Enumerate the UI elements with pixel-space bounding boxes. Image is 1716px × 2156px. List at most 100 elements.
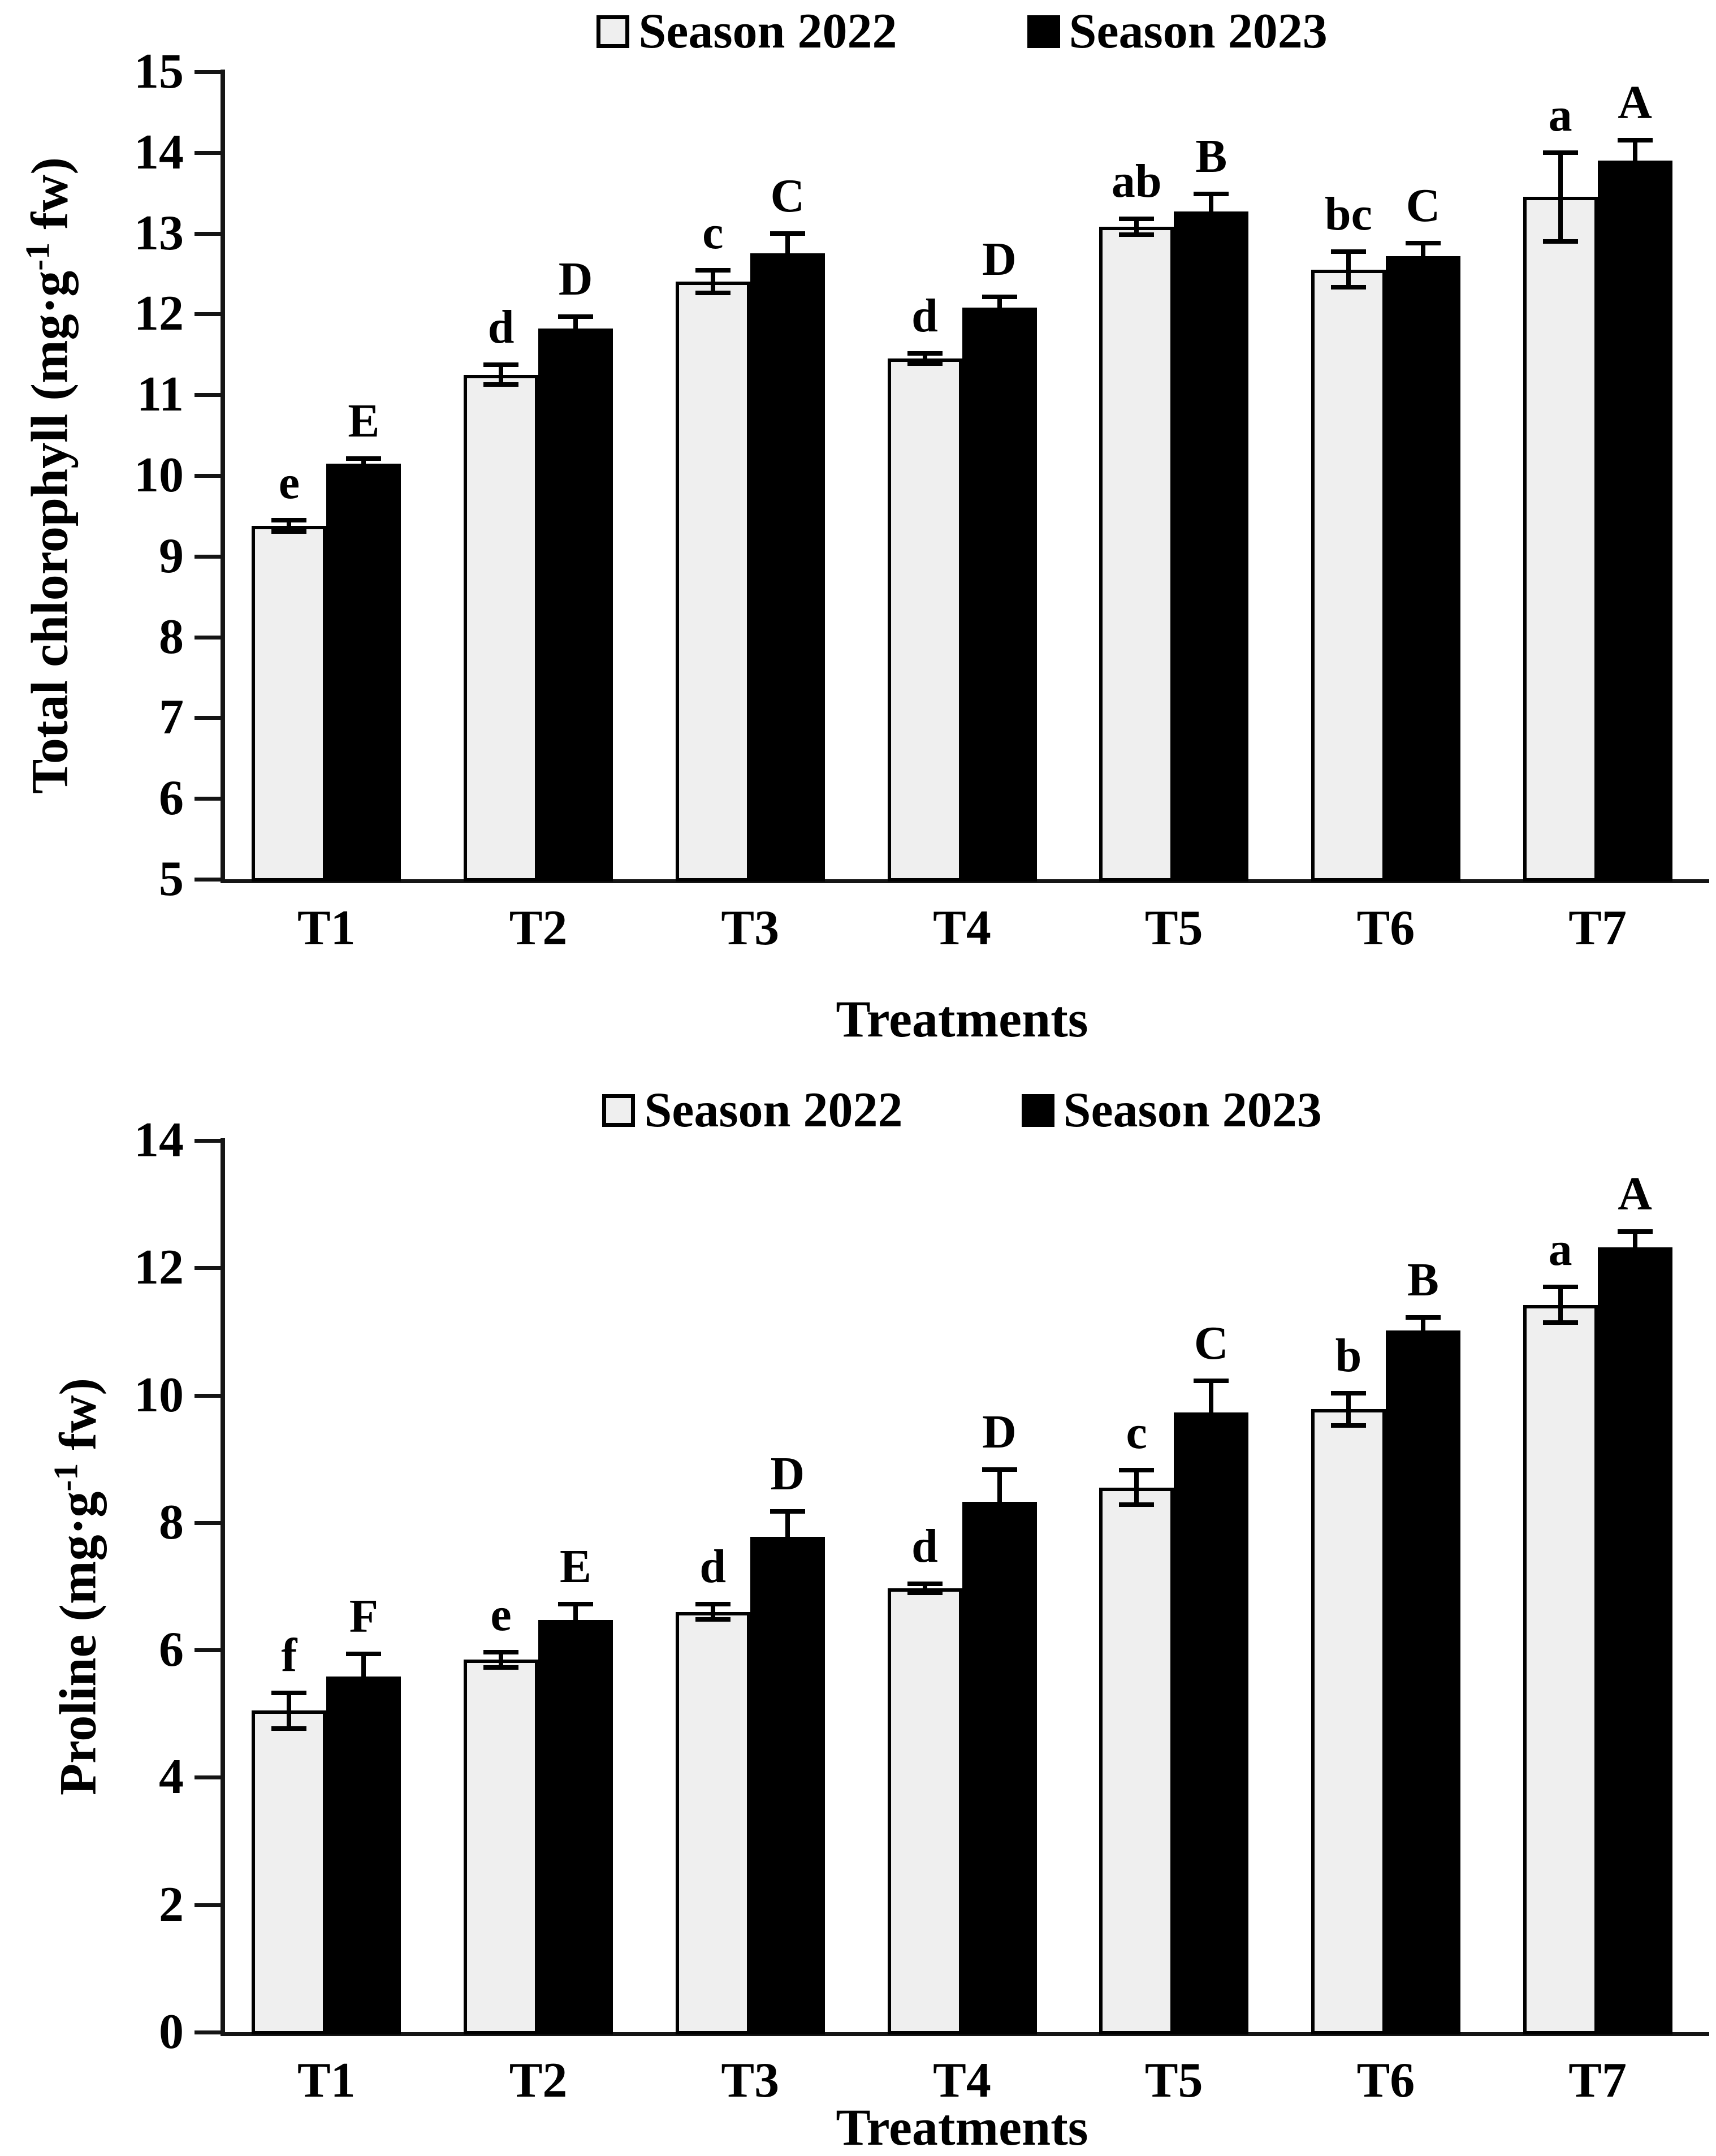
significance-letter-season-2022-T5: c — [1126, 1406, 1147, 1459]
y-tick-mark — [194, 2030, 221, 2034]
x-tick-label-T4: T4 — [933, 2053, 991, 2108]
x-axis-title: Treatments — [836, 990, 1088, 1048]
y-tick-label: 6 — [159, 1622, 184, 1678]
error-bar-cap-top — [346, 456, 382, 461]
legend: Season 2022 Season 2023 — [221, 1086, 1704, 1135]
y-tick-mark — [194, 1775, 221, 1780]
significance-letter-season-2022-T1: f — [281, 1628, 297, 1682]
legend-label: Season 2023 — [1063, 1083, 1322, 1138]
bar-season-2022-T2 — [464, 1660, 539, 2034]
error-bar-line — [997, 1470, 1002, 1502]
error-bar-line — [1632, 1232, 1637, 1248]
error-bar-cap-top — [483, 1649, 519, 1654]
error-bar-cap-bottom — [271, 1726, 307, 1731]
significance-letter-season-2023-T4: D — [982, 233, 1017, 286]
significance-letter-season-2023-T3: D — [770, 1447, 805, 1500]
x-tick-label-T1: T1 — [297, 901, 356, 956]
y-tick-mark — [194, 1520, 221, 1525]
y-tick-mark — [194, 1139, 221, 1143]
bar-season-2023-T3 — [750, 253, 825, 882]
bar-season-2022-T2 — [464, 374, 539, 882]
error-bar-line — [710, 270, 715, 293]
error-bar-line — [1632, 140, 1637, 161]
bar-season-2022-T7 — [1523, 197, 1598, 882]
x-tick-label-T1: T1 — [297, 2053, 356, 2108]
significance-letter-season-2022-T1: e — [278, 456, 300, 509]
error-bar-cap-bottom — [695, 291, 731, 296]
season-2023-swatch-icon — [1021, 1094, 1054, 1127]
significance-letter-season-2023-T1: E — [348, 395, 380, 447]
x-tick-label-T7: T7 — [1568, 2053, 1627, 2108]
y-tick-label: 6 — [159, 771, 184, 826]
y-tick-mark — [194, 1266, 221, 1271]
bar-season-2023-T5 — [1174, 211, 1249, 882]
legend-entry-season-2022: Season 2022 — [602, 1086, 903, 1135]
error-bar-line — [1420, 243, 1425, 256]
y-tick-label: 10 — [134, 1367, 184, 1423]
error-bar-line — [785, 233, 790, 254]
y-tick-mark — [194, 635, 221, 640]
x-tick-label-T3: T3 — [721, 901, 780, 956]
legend-label: Season 2023 — [1069, 4, 1328, 59]
significance-letter-season-2023-T2: D — [558, 252, 593, 305]
error-bar-cap-top — [558, 1602, 594, 1607]
y-tick-label: 8 — [159, 609, 184, 664]
season-2022-swatch-icon — [597, 15, 630, 48]
significance-letter-season-2023-T5: C — [1194, 1316, 1229, 1369]
x-tick-label-T2: T2 — [509, 2053, 568, 2108]
y-tick-label: 10 — [134, 448, 184, 503]
y-tick-mark — [194, 1393, 221, 1398]
y-tick-label: 14 — [134, 1113, 184, 1168]
error-bar-cap-bottom — [1542, 239, 1578, 244]
error-bar-line — [922, 353, 927, 364]
bar-season-2022-T5 — [1099, 227, 1174, 882]
significance-letter-season-2022-T6: b — [1335, 1329, 1362, 1382]
error-bar-line — [287, 520, 292, 532]
error-bar-line — [499, 365, 504, 384]
significance-letter-season-2022-T2: e — [490, 1588, 512, 1641]
significance-letter-season-2022-T4: d — [911, 1519, 938, 1572]
error-bar-cap-bottom — [1119, 1502, 1155, 1507]
significance-letter-season-2022-T5: ab — [1111, 154, 1162, 208]
chart-total-chlorophyll: Season 2022 Season 2023 15 14 13 12 11 10 9 8 7 6 5 T… — [0, 0, 1716, 1074]
error-bar-cap-top — [1542, 1285, 1578, 1290]
error-bar-line — [573, 1604, 578, 1621]
error-bar-cap-bottom — [483, 1665, 519, 1670]
bar-season-2022-T1 — [252, 1710, 327, 2034]
error-bar-line — [287, 1692, 292, 1729]
x-tick-label-T3: T3 — [721, 2053, 780, 2108]
y-tick-mark — [194, 393, 221, 398]
error-bar-cap-top — [346, 1651, 382, 1656]
y-tick-mark — [194, 474, 221, 478]
bar-season-2022-T6 — [1311, 1409, 1386, 2034]
error-bar-cap-top — [1330, 249, 1366, 254]
bar-season-2023-T5 — [1174, 1412, 1249, 2034]
y-tick-mark — [194, 231, 221, 236]
error-bar-line — [1346, 252, 1351, 288]
error-bar-cap-bottom — [1119, 232, 1155, 237]
bar-season-2022-T7 — [1523, 1304, 1598, 2034]
x-tick-label-T7: T7 — [1568, 901, 1627, 956]
error-bar-line — [997, 297, 1002, 308]
error-bar-cap-top — [907, 1581, 943, 1586]
error-bar-line — [922, 1583, 927, 1593]
bar-season-2022-T5 — [1099, 1487, 1174, 2034]
y-tick-label: 14 — [134, 124, 184, 180]
x-tick-label-T5: T5 — [1144, 901, 1203, 956]
bar-season-2023-T7 — [1597, 161, 1672, 882]
significance-letter-season-2022-T3: c — [702, 206, 724, 260]
bar-season-2023-T2 — [538, 329, 613, 882]
significance-letter-season-2022-T7: a — [1548, 1223, 1572, 1276]
bar-season-2023-T4 — [962, 307, 1037, 882]
significance-letter-season-2023-T4: D — [982, 1406, 1017, 1459]
error-bar-cap-top — [695, 268, 731, 273]
y-tick-label: 2 — [159, 1877, 184, 1932]
error-bar-cap-top — [271, 1690, 307, 1695]
error-bar-cap-bottom — [483, 382, 519, 387]
error-bar-cap-bottom — [695, 1617, 731, 1622]
y-tick-mark — [194, 150, 221, 155]
error-bar-cap-top — [1542, 150, 1578, 155]
error-bar-line — [361, 1653, 366, 1677]
y-tick-mark — [194, 716, 221, 720]
error-bar-line — [1134, 1470, 1139, 1505]
